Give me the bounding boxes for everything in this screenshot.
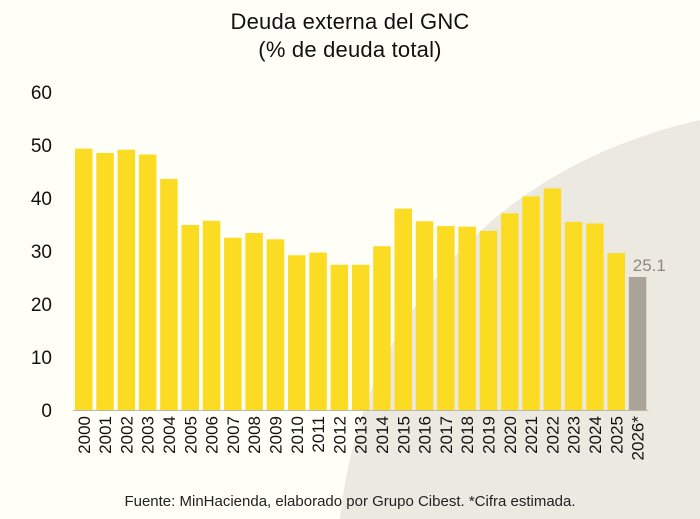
bar [415, 221, 434, 410]
y-tick-label: 60 [31, 83, 52, 104]
y-tick-label: 10 [31, 348, 52, 369]
chart-title: Deuda externa del GNC (% de deuda total) [0, 8, 700, 64]
bar [458, 226, 476, 410]
bar [373, 246, 391, 410]
bar [138, 154, 157, 410]
x-tick-label: 2001 [96, 416, 115, 454]
bar [330, 264, 349, 410]
bar [224, 237, 242, 410]
bar [586, 223, 604, 410]
x-tick-label: 2012 [330, 416, 349, 454]
x-tick-label: 2024 [586, 416, 605, 454]
bar [501, 213, 519, 410]
x-tick-label: 2000 [75, 416, 94, 454]
bar [75, 148, 93, 410]
x-tick-label: 2021 [522, 416, 541, 454]
title-line-2: (% de deuda total) [258, 37, 442, 62]
bar [479, 230, 498, 410]
x-tick-label: 2014 [373, 416, 392, 454]
x-tick-label: 2010 [288, 416, 307, 454]
title-line-1: Deuda externa del GNC [230, 9, 470, 34]
bar [288, 255, 306, 410]
y-tick-label: 20 [31, 295, 52, 316]
y-tick-label: 50 [31, 136, 52, 157]
bar [96, 152, 114, 410]
x-tick-label: 2026* [629, 416, 648, 461]
x-tick-label: 2022 [543, 416, 562, 454]
x-tick-label: 2019 [479, 416, 498, 454]
x-tick-label: 2002 [117, 416, 136, 454]
x-axis-ticks: 2000 2001 2002 2003 2004 2005 2006 2007 2008 2009… [75, 416, 648, 461]
source-note: Fuente: MinHacienda, elaborado por Grupo… [124, 493, 576, 510]
data-labels: 25.1 [633, 256, 666, 275]
bar [607, 253, 625, 410]
bar-estimate [628, 276, 647, 410]
bar [202, 220, 221, 410]
x-tick-label: 2023 [565, 416, 584, 454]
background-swoosh [340, 120, 700, 519]
y-axis-ticks: 0 10 20 30 40 50 60 [31, 83, 52, 422]
x-tick-label: 2020 [501, 416, 520, 454]
bar [394, 208, 412, 410]
x-tick-label: 2016 [416, 416, 435, 454]
data-label: 25.1 [633, 256, 666, 275]
x-tick-label: 2017 [437, 416, 456, 454]
bar [522, 196, 540, 410]
bar [543, 188, 562, 410]
y-tick-label: 40 [31, 189, 52, 210]
x-tick-label: 2004 [160, 416, 179, 454]
bar [351, 264, 370, 410]
x-tick-label: 2011 [309, 416, 328, 453]
x-tick-label: 2025 [607, 416, 626, 454]
bar [181, 225, 199, 410]
y-tick-label: 0 [41, 401, 52, 422]
x-tick-label: 2009 [266, 416, 285, 454]
x-tick-label: 2018 [458, 416, 477, 454]
x-tick-label: 2007 [224, 416, 243, 454]
bar [117, 149, 136, 410]
bar [245, 232, 263, 410]
bar [160, 178, 178, 410]
y-tick-label: 30 [31, 242, 52, 263]
bar [309, 252, 327, 410]
x-tick-label: 2015 [394, 416, 413, 454]
x-tick-label: 2006 [203, 416, 222, 454]
bar [564, 221, 583, 410]
x-tick-label: 2005 [181, 416, 200, 454]
bar [437, 226, 455, 410]
bar [266, 239, 285, 410]
x-tick-label: 2008 [245, 416, 264, 454]
bars [75, 148, 647, 410]
x-tick-label: 2013 [352, 416, 371, 454]
x-tick-label: 2003 [139, 416, 158, 454]
